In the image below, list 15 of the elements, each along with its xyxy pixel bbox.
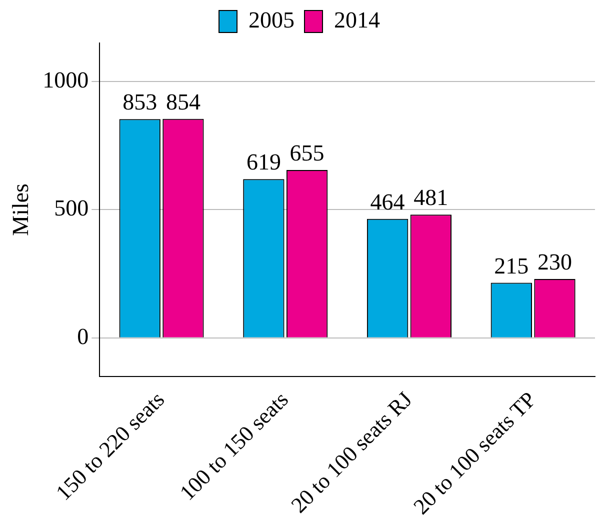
x-tick-label: 150 to 220 seats: [50, 386, 170, 506]
data-label: 655: [290, 140, 324, 166]
data-label: 854: [166, 89, 201, 114]
y-tick-label: 500: [54, 196, 89, 221]
data-label: 853: [122, 90, 158, 115]
legend-label: 2014: [334, 8, 380, 33]
data-label: 215: [494, 253, 529, 278]
legend-label: 2005: [248, 8, 294, 33]
data-label: 230: [538, 249, 572, 274]
y-tick-label: 0: [77, 324, 89, 349]
data-label: 464: [370, 189, 406, 214]
data-label: 481: [414, 185, 448, 210]
data-label: 619: [246, 150, 281, 175]
y-tick-label: 1000: [42, 68, 89, 93]
y-axis-title: Miles: [8, 183, 33, 236]
